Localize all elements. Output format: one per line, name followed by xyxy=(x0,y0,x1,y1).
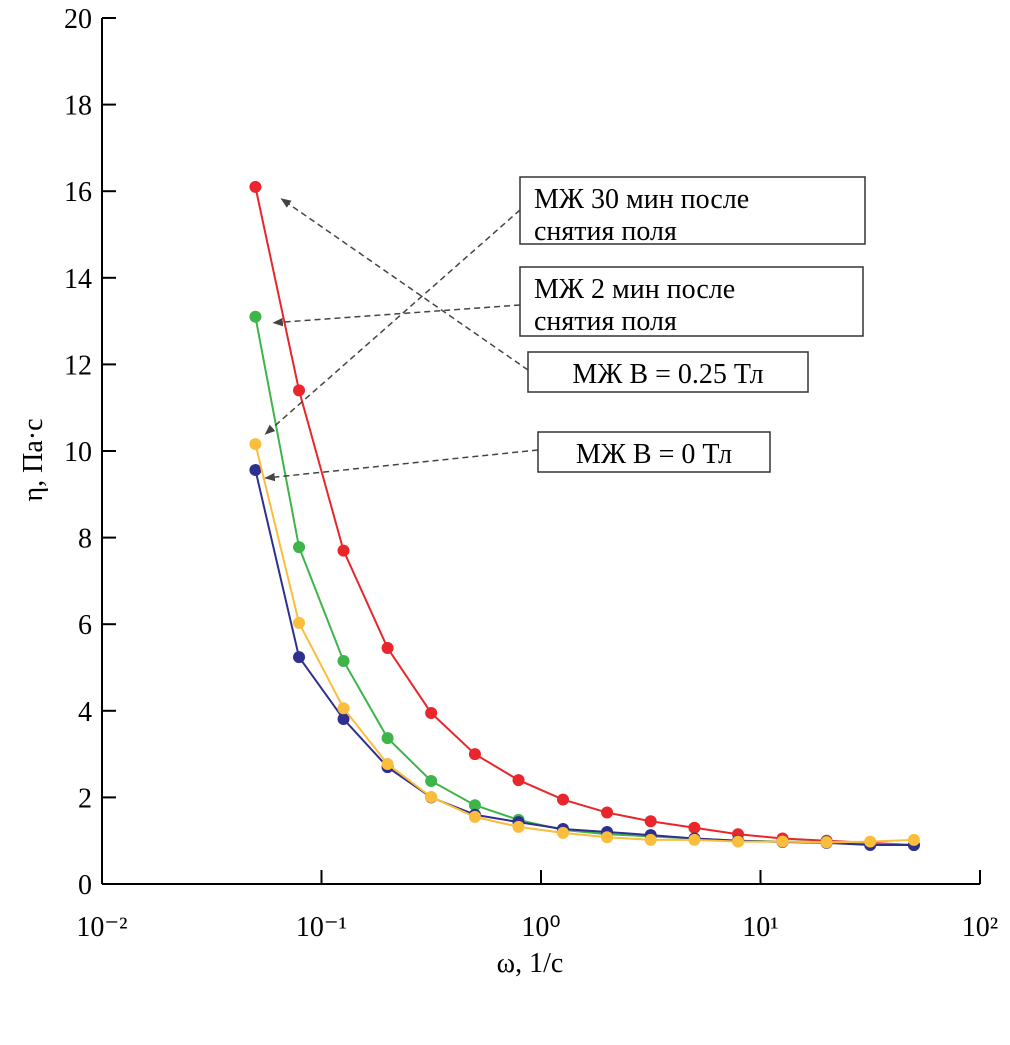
annotation-text: МЖ B = 0.25 Тл xyxy=(572,359,763,390)
y-tick-label: 10 xyxy=(64,437,92,468)
data-point xyxy=(425,706,438,719)
data-point xyxy=(688,821,701,834)
data-point xyxy=(337,702,350,715)
x-axis-label: ω, 1/с xyxy=(497,948,564,979)
x-tick-label: 10⁻¹ xyxy=(296,912,347,943)
annotation-arrow xyxy=(280,198,529,371)
data-point xyxy=(864,835,877,848)
x-tick-label: 10⁻² xyxy=(76,912,127,943)
annotation-arrow xyxy=(264,209,521,435)
annotation-text: снятия поля xyxy=(534,306,677,337)
data-point xyxy=(644,833,657,846)
data-point xyxy=(907,833,920,846)
annotation-box xyxy=(519,266,864,337)
data-point xyxy=(425,790,438,803)
data-point xyxy=(249,180,262,193)
data-point xyxy=(293,651,306,664)
y-tick-label: 0 xyxy=(78,870,92,901)
x-tick-label: 10² xyxy=(962,912,998,943)
y-tick-label: 2 xyxy=(78,783,92,814)
annotation-box xyxy=(527,351,809,393)
y-axis-label: η, Па·с xyxy=(18,418,49,501)
annotation-text: МЖ B = 0 Тл xyxy=(576,439,732,470)
data-point xyxy=(381,732,394,745)
data-point xyxy=(293,384,306,397)
data-point xyxy=(820,836,833,849)
data-point xyxy=(601,806,614,819)
data-point xyxy=(381,642,394,655)
data-point xyxy=(337,655,350,668)
data-point xyxy=(381,758,394,771)
data-point xyxy=(249,310,262,323)
series-line xyxy=(254,469,914,847)
y-tick-label: 18 xyxy=(64,91,92,122)
data-point xyxy=(337,713,350,726)
data-point xyxy=(468,799,481,812)
data-point xyxy=(337,544,350,557)
data-point xyxy=(776,835,789,848)
data-point xyxy=(688,833,701,846)
data-point xyxy=(468,748,481,761)
data-point xyxy=(249,438,262,451)
y-tick-label: 12 xyxy=(64,350,92,381)
annotation-text: МЖ 2 мин после xyxy=(534,274,735,305)
annotation-box xyxy=(537,431,771,473)
data-point xyxy=(557,793,570,806)
data-point xyxy=(557,826,570,839)
y-tick-label: 14 xyxy=(64,264,92,295)
data-point xyxy=(512,820,525,833)
annotation-arrow xyxy=(272,304,521,327)
series-line xyxy=(254,443,914,844)
x-tick-label: 10⁰ xyxy=(521,912,560,943)
y-tick-label: 8 xyxy=(78,524,92,555)
annotation-text: МЖ 30 мин после xyxy=(534,184,749,215)
data-point xyxy=(732,835,745,848)
series-line xyxy=(254,316,914,847)
data-point xyxy=(293,616,306,629)
data-point xyxy=(468,810,481,823)
y-tick-label: 6 xyxy=(78,610,92,641)
y-tick-label: 4 xyxy=(78,697,92,728)
data-point xyxy=(249,464,262,477)
annotation-text: снятия поля xyxy=(534,216,677,247)
series-line xyxy=(254,186,914,847)
data-point xyxy=(512,774,525,787)
data-point xyxy=(601,831,614,844)
data-point xyxy=(644,815,657,828)
y-tick-label: 16 xyxy=(64,177,92,208)
data-point xyxy=(425,774,438,787)
x-tick-label: 10¹ xyxy=(742,912,778,943)
annotation-arrow xyxy=(264,449,539,482)
y-tick-label: 20 xyxy=(64,4,92,35)
data-point xyxy=(293,541,306,554)
annotation-box xyxy=(519,176,866,245)
